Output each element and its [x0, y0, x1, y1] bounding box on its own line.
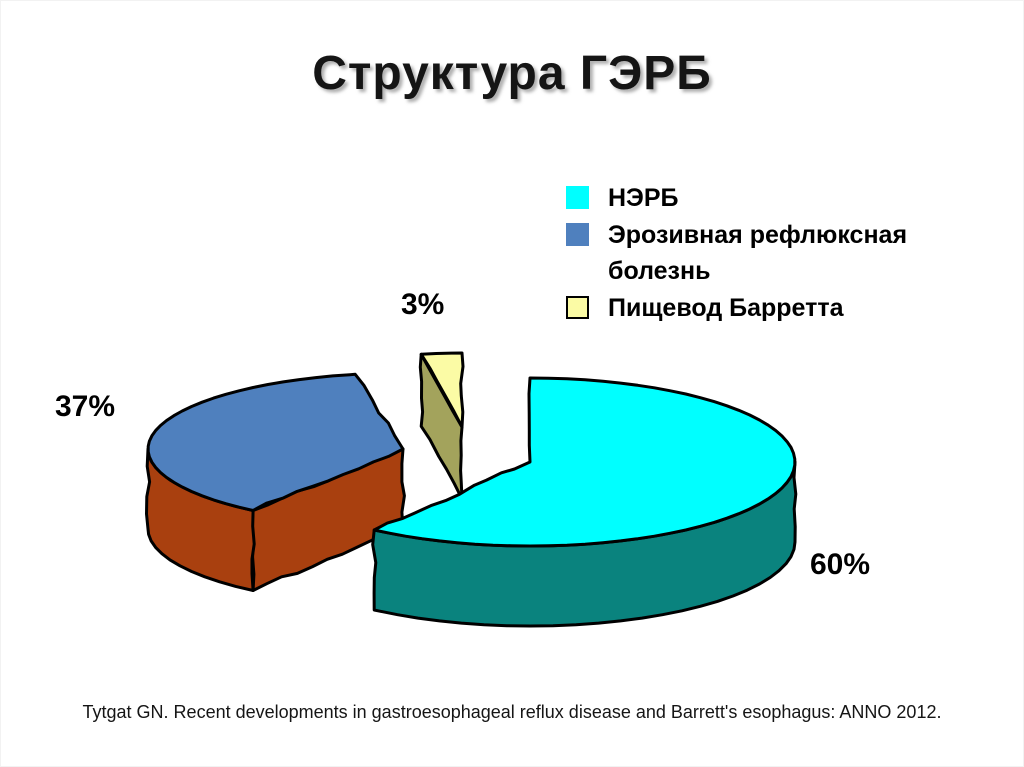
pie-slice-1-top: [146, 372, 405, 512]
chart-legend: НЭРБ Эрозивная рефлюксная болезнь Пищевод …: [566, 180, 986, 327]
legend-swatch-icon: [566, 223, 589, 246]
legend-label: НЭРБ: [608, 184, 679, 212]
slice-percent-label-37: 37%: [55, 390, 116, 423]
pie-slice-2-top: [419, 351, 465, 429]
legend-item-2: Пищевод Барретта: [566, 290, 986, 326]
legend-label: Пищевод Барретта: [608, 294, 844, 322]
slice-percent-label-3: 3%: [401, 288, 445, 321]
citation-text: Tytgat GN. Recent developments in gastro…: [82, 702, 942, 722]
legend-item-1: Эрозивная рефлюксная болезнь: [566, 217, 986, 289]
legend-label: Эрозивная рефлюксная болезнь: [608, 221, 908, 285]
pie-slice-0-top: [372, 376, 797, 548]
legend-item-0: НЭРБ: [566, 180, 986, 216]
slice-percent-label-60: 60%: [810, 548, 871, 581]
slide-title: Структура ГЭРБ: [312, 47, 712, 100]
legend-swatch-icon: [566, 296, 589, 319]
legend-swatch-icon: [566, 186, 589, 209]
